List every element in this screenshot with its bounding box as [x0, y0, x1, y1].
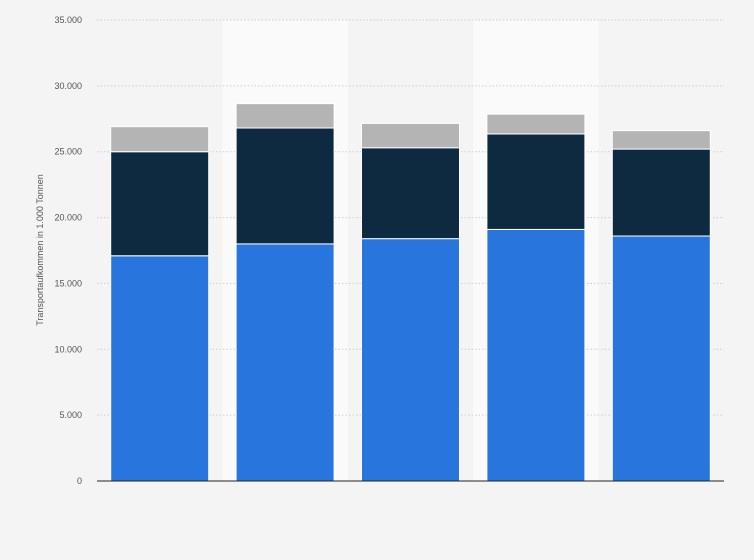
bar-4-segment-1: [486, 228, 586, 482]
bar-3-segment-1: [361, 238, 460, 482]
y-tick-label: 10.000: [54, 344, 82, 354]
y-tick-label: 20.000: [54, 213, 82, 223]
y-axis-label: Transportaufkommen in 1.000 Tonnen: [35, 174, 45, 326]
bar-3-segment-3: [361, 122, 460, 149]
bar-2-segment-1: [235, 243, 335, 482]
bars: [110, 103, 711, 482]
y-tick-label: 0: [77, 476, 82, 486]
bar-2-segment-2: [235, 127, 335, 245]
bar-2-segment-3: [235, 103, 335, 129]
bar-5-segment-3: [611, 130, 711, 150]
bar-3-segment-2: [361, 147, 460, 240]
y-axis-ticks: 0 5.000 10.000 15.000 20.000 25.000 30.000 35.0…: [54, 15, 82, 486]
y-tick-label: 30.000: [54, 81, 82, 91]
bar-1-segment-2: [110, 151, 210, 257]
y-tick-label: 15.000: [54, 278, 82, 288]
bar-4-segment-3: [486, 113, 586, 135]
bar-5-segment-2: [611, 148, 711, 237]
y-tick-label: 25.000: [54, 147, 82, 157]
y-tick-label: 35.000: [54, 15, 82, 25]
bar-4-segment-2: [486, 133, 586, 230]
y-tick-label: 5.000: [59, 410, 82, 420]
bar-1-segment-3: [110, 126, 210, 153]
bar-1-segment-1: [110, 255, 210, 482]
bar-5-segment-1: [611, 235, 711, 482]
